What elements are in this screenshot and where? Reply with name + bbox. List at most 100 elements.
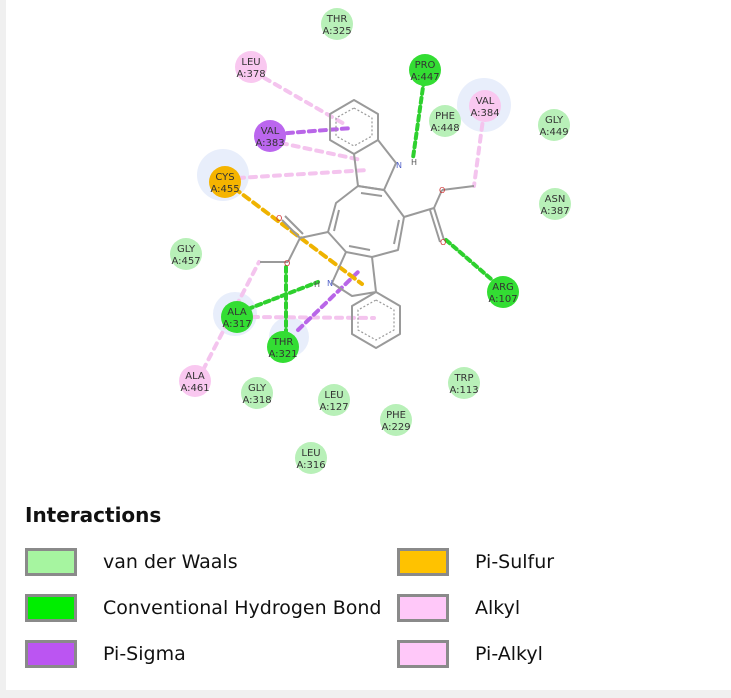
residue-name: VAL <box>261 126 280 137</box>
residue-disc <box>170 238 202 270</box>
legend-swatch <box>25 548 77 576</box>
residue-disc <box>295 442 327 474</box>
residue-disc <box>539 188 571 220</box>
ligand-upper-benzene-inner <box>335 107 373 147</box>
residue-name: LEU <box>324 390 343 401</box>
residue-disc <box>469 90 501 122</box>
residue-name: PHE <box>435 111 455 122</box>
residue-thr321: THR A:321 <box>267 331 299 363</box>
alkyl-line-leu378 <box>252 70 348 127</box>
residue-disc <box>318 384 350 416</box>
legend-label: van der Waals <box>103 551 238 573</box>
ligand-double-bond-c <box>393 219 400 245</box>
atom-o-left-2: O <box>284 259 290 268</box>
hbond-line-pro447 <box>411 78 426 160</box>
residue-leu316: LEU A:316 <box>295 442 327 474</box>
hbond-line-arg107 <box>444 238 500 287</box>
residue-val383: VAL A:383 <box>254 120 286 152</box>
residue-chain: A:107 <box>488 294 517 305</box>
residue-val384: VAL A:384 <box>469 90 501 122</box>
ligand-right-ester-o2b <box>429 209 441 243</box>
alkyl-line-val383 <box>279 141 363 162</box>
residue-leu127: LEU A:127 <box>318 384 350 416</box>
residue-name: ALA <box>227 307 247 318</box>
residue-phe448: PHE A:448 <box>429 105 461 137</box>
residue-disc <box>254 120 286 152</box>
atom-n-lower: N <box>327 279 333 288</box>
ligand-lower-benzene <box>351 291 401 349</box>
legend-label: Pi-Sulfur <box>475 551 555 573</box>
pi-alkyl-line-ala317 <box>250 315 376 320</box>
hbond-line-ala317 <box>246 280 320 311</box>
residue-name: LEU <box>241 57 260 68</box>
residue-name: GLY <box>177 244 196 255</box>
residue-ala317: ALA A:317 <box>221 301 253 333</box>
residue-name: ARG <box>492 282 514 293</box>
ligand-left-ester-c <box>299 231 329 239</box>
ligand-double-bond-a <box>360 192 383 197</box>
ligand-left-ester-o1b <box>284 215 304 235</box>
legend-item-pi-sigma: Pi-Sigma <box>25 637 186 671</box>
residue-disc <box>179 365 211 397</box>
ligand-atom-labels: N H N H O O O O <box>276 158 446 289</box>
pi-sigma-line-thr321 <box>296 270 360 332</box>
legend-item-pi-sulfur: Pi-Sulfur <box>397 545 554 579</box>
ligand-right-ester-me <box>441 185 475 191</box>
residue-chain: A:448 <box>430 123 459 134</box>
residue-chain: A:384 <box>470 108 499 119</box>
residue-name: THR <box>326 14 348 25</box>
legend-label: Pi-Sigma <box>103 643 186 665</box>
residue-phe229: PHE A:229 <box>380 404 412 436</box>
residue-name: ALA <box>185 371 205 382</box>
legend-label: Alkyl <box>475 597 521 619</box>
residue-disc <box>409 54 441 86</box>
alkyl-line-cys455-a <box>236 168 370 180</box>
residue-name: PRO <box>415 60 436 71</box>
ligand-interaction-diagram: N H N H O O O O THR A:325 LEU A:378 PRO <box>170 8 571 474</box>
residue-name: PHE <box>386 410 406 421</box>
residue-chain: A:449 <box>539 127 568 138</box>
residue-chain: A:127 <box>319 402 348 413</box>
residue-name: LEU <box>301 448 320 459</box>
residue-chain: A:318 <box>242 395 271 406</box>
residue-disc <box>487 276 519 308</box>
atom-o-left-1: O <box>276 214 282 223</box>
legend-label: Conventional Hydrogen Bond <box>103 597 382 619</box>
atom-h-lower: H <box>314 280 320 289</box>
residue-name: CYS <box>215 172 234 183</box>
residue-thr325: THR A:325 <box>321 8 353 40</box>
atom-o-right-2: O <box>440 238 446 247</box>
residue-chain: A:461 <box>180 383 209 394</box>
ligand-right-ester-c <box>403 207 435 218</box>
ligand-lower-pyrrole <box>331 251 377 297</box>
residue-cys455: CYS A:455 <box>209 166 241 198</box>
residue-gly449: GLY A:449 <box>538 109 570 141</box>
atom-h-upper: H <box>411 158 417 167</box>
legend-swatch <box>397 640 449 668</box>
residue-name: GLY <box>545 115 564 126</box>
ligand-central-ring <box>327 185 405 258</box>
residue-name: THR <box>272 337 294 348</box>
residue-chain: A:317 <box>222 319 251 330</box>
alkyl-line-val384 <box>472 110 486 188</box>
residue-layer: THR A:325 LEU A:378 PRO A:447 PHE A:448 … <box>170 8 571 474</box>
residue-pro447: PRO A:447 <box>409 54 441 86</box>
residue-chain: A:383 <box>255 138 284 149</box>
residue-disc <box>321 8 353 40</box>
residue-arg107: ARG A:107 <box>487 276 519 308</box>
ligand-double-bond-d <box>348 245 371 251</box>
legend-label: Pi-Alkyl <box>475 643 543 665</box>
legend-swatch <box>25 594 77 622</box>
residue-disc <box>538 109 570 141</box>
residue-chain: A:113 <box>449 385 478 396</box>
residue-asn387: ASN A:387 <box>539 188 571 220</box>
legend-item-vdw: van der Waals <box>25 545 238 579</box>
legend-swatch <box>25 640 77 668</box>
residue-leu378: LEU A:378 <box>235 51 267 83</box>
ligand-lower-benzene-inner <box>357 299 395 341</box>
ligand-structure <box>260 99 475 349</box>
residue-trp113: TRP A:113 <box>448 367 480 399</box>
legend-item-pi-alkyl: Pi-Alkyl <box>397 637 543 671</box>
residue-chain: A:447 <box>410 72 439 83</box>
legend-item-hbond: Conventional Hydrogen Bond <box>25 591 381 625</box>
